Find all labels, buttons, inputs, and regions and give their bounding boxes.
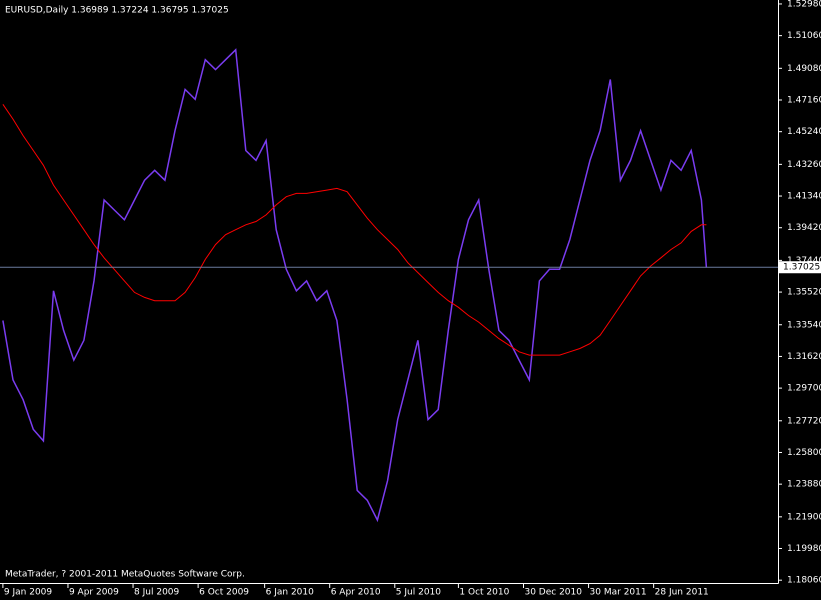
y-tick-label: 1.45240 [787,127,821,137]
last-price-box [779,261,821,274]
y-tick-label: 1.33540 [787,320,821,330]
y-tick-label: 1.29700 [787,384,821,394]
y-tick-label: 1.37440 [787,256,821,266]
y-tick-label: 1.35520 [787,288,821,298]
copyright: MetaTrader, ? 2001-2011 MetaQuotes Softw… [5,570,245,580]
y-tick-label: 1.27720 [787,416,821,426]
x-tick-label: 9 Jan 2009 [4,588,52,598]
y-tick-label: 1.39420 [787,223,821,233]
series-line [2,48,708,523]
last-price-label: 1.37025 [783,263,820,273]
y-tick-label: 1.47160 [787,95,821,105]
y-tick-label: 1.41340 [787,192,821,202]
y-tick-label: 1.49080 [787,64,821,74]
y-tick-label: 1.31620 [787,352,821,362]
y-tick-label: 1.25800 [787,448,821,458]
y-tick-label: 1.18060 [787,576,821,586]
x-tick-label: 5 Jul 2010 [396,588,441,598]
x-tick-label: 30 Dec 2010 [524,588,582,598]
x-tick-label: 8 Jul 2009 [134,588,179,598]
x-tick-label: 6 Jan 2010 [266,588,314,598]
x-tick-label: 6 Oct 2009 [199,588,249,598]
x-tick-label: 1 Oct 2010 [459,588,509,598]
y-tick-label: 1.23880 [787,480,821,490]
y-tick-label: 1.52980 [787,0,821,9]
y-tick-label: 1.43260 [787,160,821,170]
y-tick-label: 1.21900 [787,512,821,522]
x-tick-label: 6 Apr 2010 [331,588,381,598]
chart-title: EURUSD,Daily 1.36989 1.37224 1.36795 1.3… [5,6,229,16]
y-tick-label: 1.51060 [787,31,821,41]
x-tick-label: 9 Apr 2009 [69,588,119,598]
x-tick-label: 30 Mar 2011 [590,588,647,598]
series-line [2,104,707,356]
x-tick-label: 28 Jun 2011 [655,588,709,598]
y-tick-label: 1.19980 [787,544,821,554]
